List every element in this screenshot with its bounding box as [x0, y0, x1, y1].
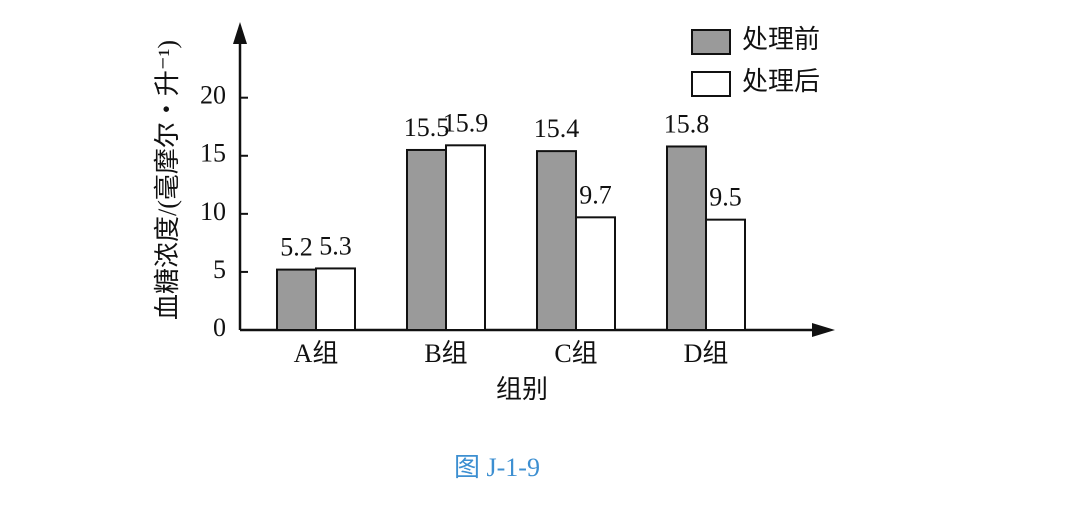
- x-axis-label: 组别: [496, 375, 548, 404]
- value-label: 15.8: [664, 109, 710, 138]
- x-tick-label: A组: [294, 339, 339, 368]
- value-label: 5.3: [319, 231, 352, 260]
- bar: [575, 216, 616, 331]
- bar: [705, 218, 746, 331]
- legend-label: 处理后: [742, 67, 820, 96]
- value-label: 15.5: [404, 113, 450, 142]
- x-tick-label: B组: [424, 339, 467, 368]
- y-tick-label: 20: [200, 81, 226, 110]
- y-tick-label: 5: [213, 255, 226, 284]
- legend-label: 处理前: [742, 25, 820, 54]
- legend-swatch: [691, 29, 731, 55]
- legend-swatch: [691, 71, 731, 97]
- caption: 图 J-1-9: [454, 453, 540, 482]
- value-label: 9.5: [709, 183, 742, 212]
- bar: [406, 148, 447, 331]
- value-label: 9.7: [579, 180, 612, 209]
- y-tick-label: 15: [200, 139, 226, 168]
- bar: [536, 150, 577, 331]
- x-tick-label: C组: [554, 339, 597, 368]
- value-label: 5.2: [280, 233, 313, 262]
- value-label: 15.9: [443, 108, 489, 137]
- bar: [445, 144, 486, 331]
- y-axis-label: 血糖浓度/(毫摩尔・升⁻¹): [153, 40, 182, 320]
- x-tick-label: D组: [684, 339, 729, 368]
- x-axis-arrow: [812, 323, 835, 337]
- y-axis-arrow: [233, 22, 247, 44]
- y-tick-label: 10: [200, 197, 226, 226]
- bar: [666, 145, 707, 331]
- bar: [315, 267, 356, 332]
- value-label: 15.4: [534, 114, 580, 143]
- bar: [276, 268, 317, 332]
- y-tick-label: 0: [213, 313, 226, 342]
